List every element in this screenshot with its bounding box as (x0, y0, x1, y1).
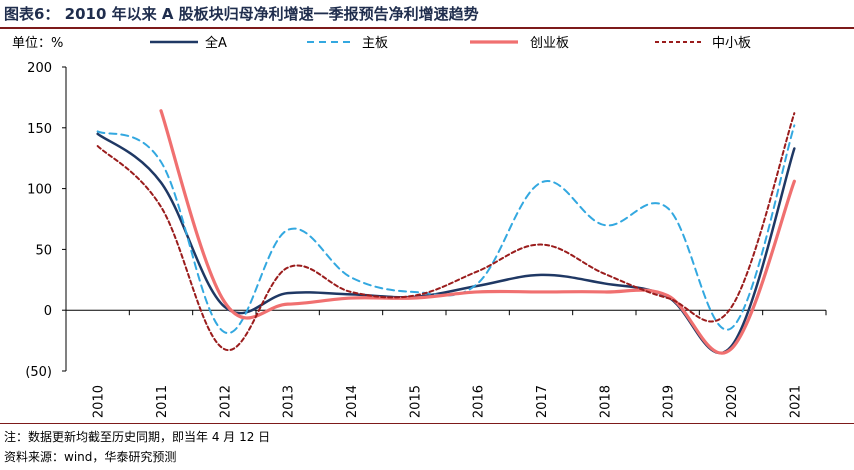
y-tick-label: 200 (27, 61, 52, 76)
unit-label: 单位：% (12, 36, 63, 51)
legend-label-0: 全A (205, 35, 227, 51)
y-tick-label: 0 (44, 304, 52, 319)
x-tick-label: 2021 (788, 385, 803, 418)
legend-label-2: 创业板 (530, 36, 569, 51)
y-tick-label: (50) (25, 365, 52, 380)
series-line-2 (159, 109, 796, 355)
legend-label-1: 主板 (362, 36, 388, 51)
source-note: 资料来源：wind，华泰研究预测 (4, 450, 177, 464)
x-tick-label: 2016 (472, 385, 487, 418)
y-tick-label: 50 (35, 243, 52, 258)
x-tick-label: 2010 (92, 385, 107, 418)
x-tick-label: 2015 (408, 385, 423, 418)
x-tick-label: 2013 (282, 385, 297, 418)
x-tick-label: 2011 (155, 385, 170, 418)
footer-rule (0, 423, 854, 424)
title-rule (0, 27, 854, 29)
y-tick-label: 100 (27, 183, 52, 198)
series-layer (96, 109, 796, 355)
x-tick-label: 2018 (598, 385, 613, 418)
x-tick-label: 2012 (218, 385, 233, 418)
series-line-1 (96, 124, 796, 334)
legend: 单位：% 全A 主板 创业板 中小板 (12, 35, 751, 51)
x-tick-label: 2017 (535, 385, 550, 418)
x-tick-label: 2019 (662, 385, 677, 418)
x-tick-label: 2014 (345, 385, 360, 418)
series-line-3 (96, 112, 796, 351)
axes: (50) 0 50 100 150 200 2010 2011 2012 2013 2014 2015… (25, 61, 827, 418)
data-note: 注：数据更新均截至历史同期，即当年 4 月 12 日 (4, 430, 271, 444)
x-tick-label: 2020 (725, 385, 740, 418)
line-chart: 单位：% 全A 主板 创业板 中小板 (50) 0 50 100 150 200 2010 2011 2… (12, 35, 827, 418)
chart-title: 图表6： 2010 年以来 A 股板块归母净利增速一季报预告净利增速趋势 (4, 5, 479, 23)
legend-label-3: 中小板 (712, 36, 751, 51)
y-tick-label: 150 (27, 122, 52, 137)
